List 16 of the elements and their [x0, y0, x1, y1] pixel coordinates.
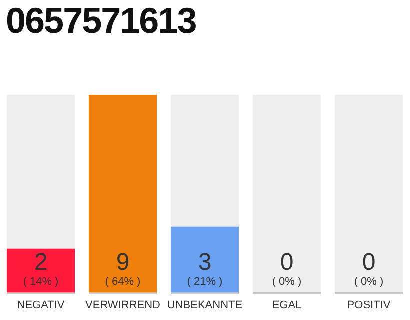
data-label: 3 — [198, 248, 212, 276]
x-tick-label: NEGATIV — [17, 299, 66, 312]
data-label: 0 — [362, 248, 376, 276]
data-label: 2 — [34, 248, 48, 276]
x-tick-label: EGAL — [272, 299, 302, 312]
annotation: ( 0% ) — [354, 276, 384, 288]
x-tick-label: VERWIRREND — [86, 299, 161, 312]
annotation: ( 14% ) — [23, 276, 59, 288]
annotation: ( 21% ) — [187, 276, 223, 288]
x-tick-label: UNBEKANNTE — [167, 299, 243, 312]
x-tick-label: POSITIV — [347, 299, 392, 312]
annotation: ( 0% ) — [272, 276, 302, 288]
annotation: ( 64% ) — [105, 276, 141, 288]
data-label: 0 — [280, 248, 294, 276]
data-label: 9 — [116, 248, 130, 276]
chart-title: 0657571613 — [6, 0, 196, 42]
